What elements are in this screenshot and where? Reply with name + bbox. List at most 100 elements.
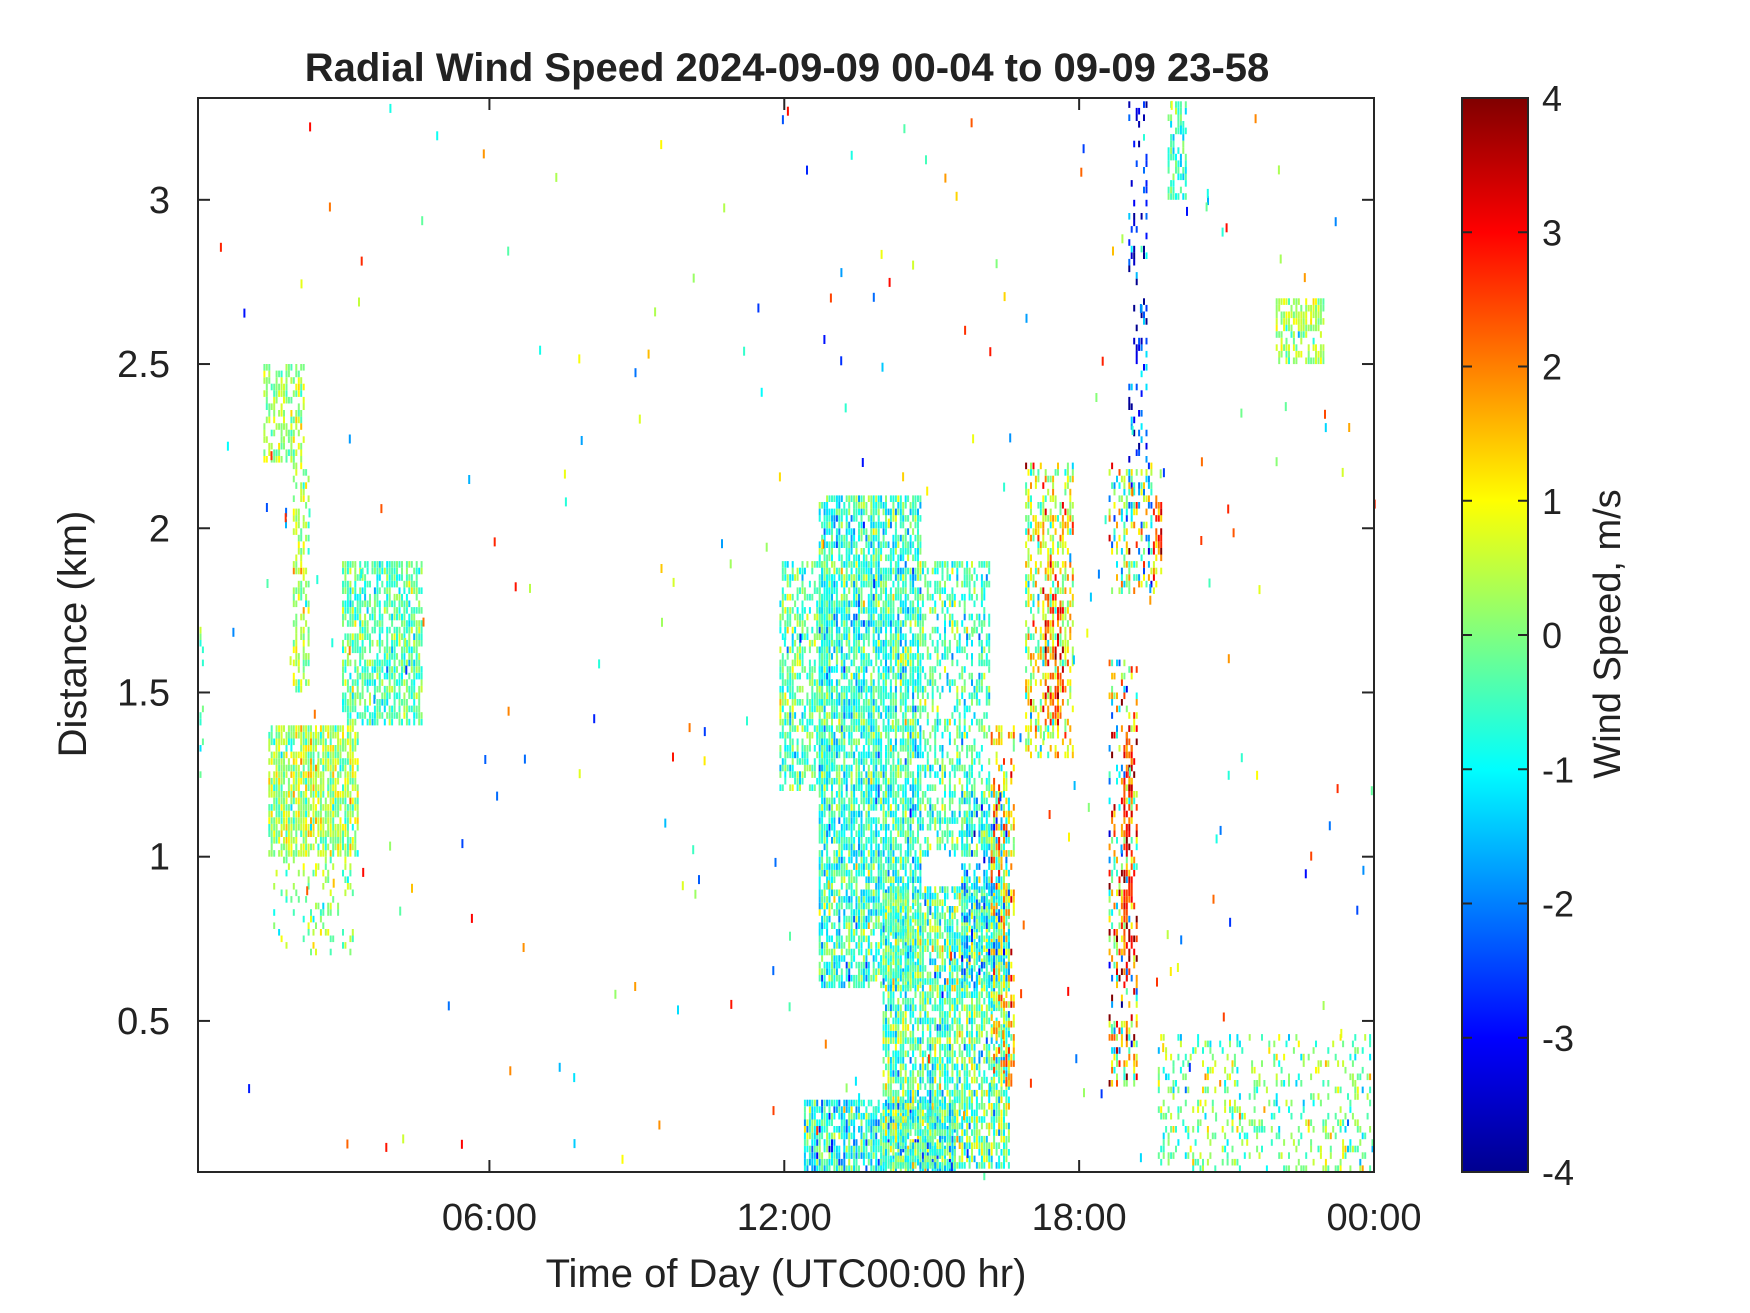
heatmap-cell xyxy=(324,837,327,844)
heatmap-cell xyxy=(405,620,408,627)
heatmap-cell xyxy=(818,666,821,673)
heatmap-cell xyxy=(808,580,811,588)
heatmap-cell xyxy=(386,653,389,660)
heatmap-cell xyxy=(823,1112,826,1120)
heatmap-cell xyxy=(897,639,900,647)
heatmap-cell xyxy=(902,876,905,883)
heatmap-cell xyxy=(892,699,895,706)
heatmap-cell xyxy=(867,548,870,555)
heatmap-cell xyxy=(378,699,381,706)
heatmap-cell xyxy=(784,758,787,765)
heatmap-cell xyxy=(823,613,826,621)
heatmap-cell xyxy=(892,777,895,785)
heatmap-cell xyxy=(889,600,892,608)
heatmap-cell xyxy=(840,646,843,654)
heatmap-cell xyxy=(322,843,325,851)
heatmap-cell xyxy=(875,1145,878,1153)
heatmap-cell xyxy=(386,600,389,608)
heatmap-cell xyxy=(845,567,848,575)
heatmap-cell xyxy=(858,771,860,778)
heatmap-cell xyxy=(867,659,870,667)
heatmap-cell xyxy=(912,541,915,548)
heatmap-cell xyxy=(297,580,300,588)
heatmap-cell xyxy=(327,909,330,916)
heatmap-cell xyxy=(811,685,814,693)
heatmap-cell xyxy=(292,475,295,483)
heatmap-cell xyxy=(872,863,875,870)
heatmap-cell xyxy=(784,731,787,739)
heatmap-cell xyxy=(818,679,821,686)
heatmap-cell xyxy=(300,423,303,430)
heatmap-cell xyxy=(877,1158,880,1166)
heatmap-cell xyxy=(917,791,919,798)
heatmap-cell xyxy=(843,626,846,634)
heatmap-cell xyxy=(845,771,848,778)
heatmap-cell xyxy=(880,850,883,857)
heatmap-cell xyxy=(391,653,394,660)
heatmap-cell xyxy=(305,745,308,752)
heatmap-cell xyxy=(880,751,883,759)
heatmap-cell xyxy=(346,876,349,883)
heatmap-cell xyxy=(828,685,831,693)
heatmap-cell xyxy=(280,830,283,837)
heatmap-cell xyxy=(383,699,386,706)
heatmap-cell xyxy=(860,850,863,857)
heatmap-cell xyxy=(831,1132,833,1140)
heatmap-cell xyxy=(845,804,848,811)
heatmap-cell xyxy=(791,725,794,732)
heatmap-cell xyxy=(386,712,389,719)
heatmap-cell xyxy=(912,718,915,726)
heatmap-cell xyxy=(295,751,298,759)
heatmap-cell xyxy=(892,745,895,752)
heatmap-cell xyxy=(860,902,863,910)
heatmap-cell xyxy=(860,718,863,726)
heatmap-cell xyxy=(786,672,789,680)
heatmap-cell xyxy=(840,607,843,614)
heatmap-cell xyxy=(831,639,833,647)
heatmap-cell xyxy=(899,666,902,673)
heatmap-cell xyxy=(327,823,330,831)
heatmap-cell xyxy=(882,1162,885,1169)
heatmap-cell xyxy=(882,1135,885,1143)
heatmap-cell xyxy=(818,942,821,949)
heatmap-cell xyxy=(848,804,851,811)
heatmap-cell xyxy=(840,653,843,660)
heatmap-cell xyxy=(408,659,411,667)
heatmap-cell xyxy=(828,699,831,706)
heatmap-cell xyxy=(858,626,860,634)
heatmap-cell xyxy=(914,653,917,660)
heatmap-cell xyxy=(342,561,344,568)
heatmap-cell xyxy=(310,784,312,791)
heatmap-cell xyxy=(354,718,357,726)
heatmap-cell xyxy=(877,593,880,601)
heatmap-cell xyxy=(885,1030,887,1038)
heatmap-cell xyxy=(327,876,330,883)
heatmap-cell xyxy=(862,725,865,732)
heatmap-cell xyxy=(875,843,878,851)
heatmap-cell xyxy=(855,567,858,575)
heatmap-cell xyxy=(894,791,897,798)
heatmap-cell xyxy=(813,758,816,765)
heatmap-cell xyxy=(860,922,863,929)
heatmap-cell xyxy=(317,731,320,739)
heatmap-cell xyxy=(297,823,300,831)
heatmap-cell xyxy=(789,607,792,614)
heatmap-cell xyxy=(867,745,870,752)
heatmap-cell xyxy=(904,633,907,640)
heatmap-cell xyxy=(354,574,357,581)
heatmap-cell xyxy=(912,502,915,509)
heatmap-cell xyxy=(887,810,890,818)
heatmap-cell xyxy=(268,364,271,371)
heatmap-cell xyxy=(831,804,833,811)
heatmap-cell xyxy=(848,1165,851,1172)
heatmap-cell xyxy=(850,948,853,956)
heatmap-cell xyxy=(833,948,836,956)
heatmap-cell xyxy=(872,784,875,791)
heatmap-cell xyxy=(275,377,278,384)
heatmap-cell xyxy=(393,613,396,621)
heatmap-cell xyxy=(329,902,332,910)
heatmap-cell xyxy=(902,856,905,864)
heatmap-cell xyxy=(912,659,915,667)
heatmap-cell xyxy=(781,633,784,640)
heatmap-cell xyxy=(823,574,826,581)
